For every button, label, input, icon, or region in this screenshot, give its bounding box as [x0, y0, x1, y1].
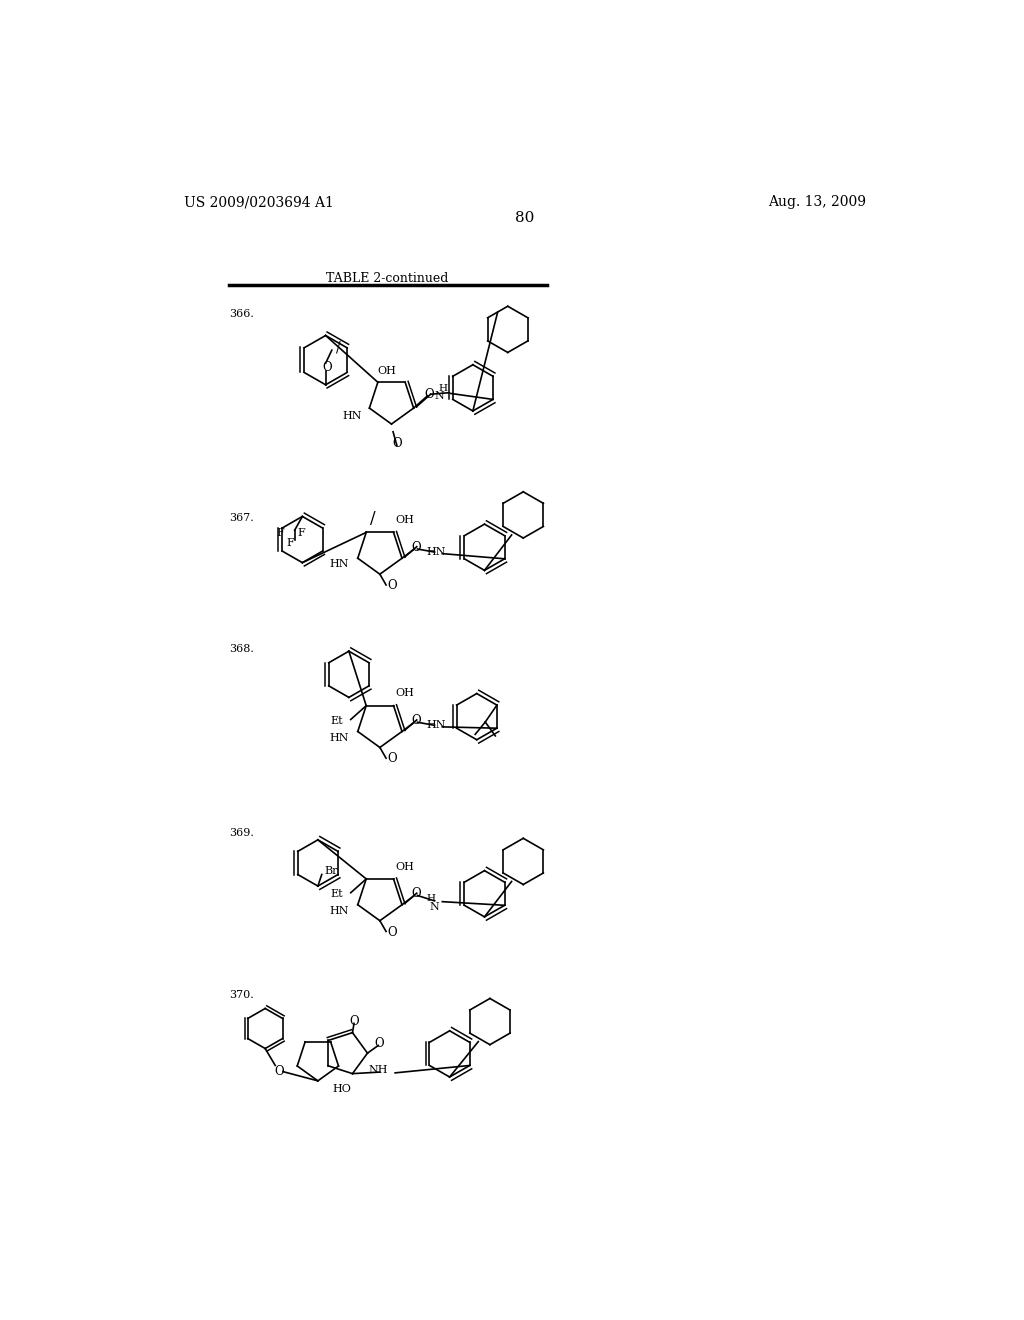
Text: O: O [388, 925, 397, 939]
Text: 368.: 368. [228, 644, 254, 653]
Text: O: O [274, 1065, 284, 1078]
Text: TABLE 2-continued: TABLE 2-continued [327, 272, 449, 285]
Text: O: O [411, 541, 421, 554]
Text: Aug. 13, 2009: Aug. 13, 2009 [768, 195, 866, 210]
Text: N: N [429, 902, 439, 912]
Text: H: H [427, 894, 436, 903]
Text: HN: HN [427, 721, 446, 730]
Text: HN: HN [427, 546, 446, 557]
Text: O: O [411, 887, 421, 900]
Text: OH: OH [377, 367, 396, 376]
Text: F: F [297, 528, 305, 539]
Text: O: O [424, 388, 434, 401]
Text: 370.: 370. [228, 990, 254, 1001]
Text: HN: HN [329, 733, 348, 743]
Text: Et: Et [331, 715, 343, 726]
Text: 367.: 367. [228, 512, 254, 523]
Text: US 2009/0203694 A1: US 2009/0203694 A1 [183, 195, 334, 210]
Text: 80: 80 [515, 211, 535, 224]
Text: O: O [323, 362, 332, 375]
Text: HN: HN [342, 411, 361, 421]
Text: O: O [375, 1038, 384, 1051]
Text: OH: OH [395, 862, 414, 871]
Text: F: F [276, 528, 285, 539]
Text: HN: HN [329, 560, 348, 569]
Text: O: O [349, 1015, 358, 1028]
Text: F: F [287, 539, 295, 548]
Text: 366.: 366. [228, 309, 254, 318]
Text: O: O [388, 579, 397, 593]
Text: 369.: 369. [228, 829, 254, 838]
Text: O: O [388, 752, 397, 766]
Text: HN: HN [329, 906, 348, 916]
Text: OH: OH [395, 688, 414, 698]
Text: HO: HO [333, 1084, 351, 1093]
Text: O: O [411, 714, 421, 727]
Text: OH: OH [395, 515, 414, 525]
Text: Et: Et [331, 890, 343, 899]
Text: Br: Br [324, 866, 338, 875]
Text: /: / [370, 510, 375, 527]
Text: /: / [337, 341, 341, 355]
Text: O: O [392, 437, 401, 450]
Text: N: N [434, 391, 444, 401]
Text: NH: NH [368, 1065, 387, 1074]
Text: H: H [438, 384, 447, 393]
